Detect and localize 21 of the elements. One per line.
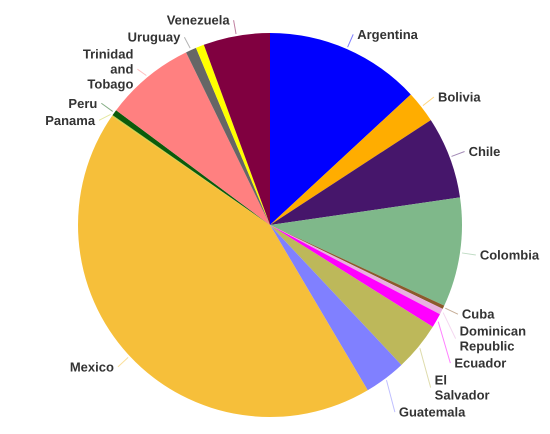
slice-label: Uruguay (128, 30, 182, 45)
slice-label: Dominican Republic (460, 324, 526, 354)
slice-label: Guatemala (398, 404, 466, 420)
slice-label: El Salvador (434, 372, 490, 403)
pie-slice (204, 33, 270, 225)
slice-label: Panama (45, 112, 96, 128)
slice-label: Peru (68, 96, 98, 111)
pie-slice (270, 197, 462, 306)
slice-label: Chile (468, 144, 500, 159)
slice-label: Bolivia (438, 90, 482, 104)
slice-label: Venezuela (166, 12, 230, 28)
slice-label: Argentina (357, 26, 419, 42)
pie-slice (270, 225, 402, 390)
slice-label: Cuba (462, 306, 496, 322)
slice-label: Mexico (70, 359, 114, 374)
slice-label: Colombia (480, 247, 540, 262)
pie-slice (270, 120, 460, 225)
slice-label: Trinidad and Tobago (82, 46, 134, 92)
pie-slice (270, 94, 431, 225)
pie-slice (270, 225, 433, 365)
slice-label: Ecuador (454, 356, 506, 371)
